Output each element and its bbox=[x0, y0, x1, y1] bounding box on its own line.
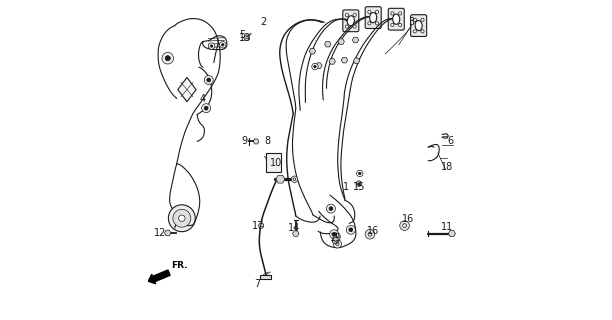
FancyBboxPatch shape bbox=[343, 10, 359, 32]
Circle shape bbox=[400, 221, 409, 230]
Circle shape bbox=[332, 237, 338, 244]
Polygon shape bbox=[316, 63, 322, 68]
Text: 1: 1 bbox=[343, 182, 349, 192]
Text: 18: 18 bbox=[441, 162, 453, 172]
Polygon shape bbox=[341, 57, 348, 63]
Circle shape bbox=[326, 204, 335, 213]
Circle shape bbox=[356, 181, 361, 187]
Circle shape bbox=[345, 25, 349, 28]
FancyBboxPatch shape bbox=[365, 7, 381, 28]
Circle shape bbox=[346, 225, 356, 234]
Text: 8: 8 bbox=[264, 136, 271, 147]
Text: 10: 10 bbox=[270, 158, 282, 168]
Circle shape bbox=[421, 30, 424, 33]
Polygon shape bbox=[293, 231, 299, 236]
Polygon shape bbox=[338, 39, 345, 44]
Circle shape bbox=[375, 10, 379, 13]
Circle shape bbox=[314, 65, 316, 68]
Circle shape bbox=[365, 229, 375, 239]
Polygon shape bbox=[276, 175, 285, 183]
Circle shape bbox=[173, 209, 191, 227]
Ellipse shape bbox=[370, 12, 377, 23]
Text: 16: 16 bbox=[402, 214, 414, 224]
Circle shape bbox=[291, 176, 297, 182]
Text: 6: 6 bbox=[447, 136, 453, 146]
Circle shape bbox=[168, 205, 195, 232]
Text: 19: 19 bbox=[330, 233, 342, 244]
Circle shape bbox=[391, 12, 394, 15]
Ellipse shape bbox=[393, 14, 400, 24]
Text: 16: 16 bbox=[367, 226, 379, 236]
Circle shape bbox=[209, 43, 215, 49]
Text: 11: 11 bbox=[441, 222, 453, 232]
Circle shape bbox=[359, 172, 361, 175]
Ellipse shape bbox=[347, 16, 354, 26]
Text: 5: 5 bbox=[239, 30, 246, 40]
Circle shape bbox=[179, 215, 185, 221]
Circle shape bbox=[220, 42, 226, 48]
Circle shape bbox=[330, 230, 338, 239]
Circle shape bbox=[357, 170, 363, 177]
FancyArrow shape bbox=[148, 270, 170, 284]
Circle shape bbox=[357, 181, 361, 185]
Circle shape bbox=[204, 76, 213, 84]
Text: 7: 7 bbox=[254, 279, 260, 289]
Text: 3: 3 bbox=[409, 17, 415, 28]
Text: 2: 2 bbox=[261, 17, 267, 27]
Circle shape bbox=[398, 12, 401, 15]
Circle shape bbox=[207, 78, 211, 82]
Text: 9: 9 bbox=[242, 136, 248, 147]
Polygon shape bbox=[253, 139, 259, 144]
Polygon shape bbox=[353, 58, 360, 64]
Polygon shape bbox=[260, 275, 272, 279]
Circle shape bbox=[312, 63, 318, 70]
Circle shape bbox=[349, 228, 353, 232]
Circle shape bbox=[375, 22, 379, 25]
Polygon shape bbox=[353, 37, 359, 43]
Polygon shape bbox=[329, 59, 335, 64]
Polygon shape bbox=[309, 48, 316, 54]
Ellipse shape bbox=[415, 20, 422, 31]
Text: 14: 14 bbox=[288, 223, 300, 233]
Circle shape bbox=[333, 240, 341, 248]
Circle shape bbox=[204, 106, 208, 110]
Circle shape bbox=[244, 35, 250, 41]
Circle shape bbox=[162, 52, 174, 64]
Circle shape bbox=[353, 13, 356, 17]
Circle shape bbox=[259, 223, 264, 228]
Text: 4: 4 bbox=[200, 94, 206, 104]
Circle shape bbox=[368, 10, 371, 13]
Circle shape bbox=[413, 18, 416, 21]
Circle shape bbox=[332, 232, 336, 236]
Circle shape bbox=[165, 56, 170, 61]
Circle shape bbox=[329, 207, 333, 211]
Circle shape bbox=[353, 25, 356, 28]
FancyBboxPatch shape bbox=[388, 8, 405, 30]
Polygon shape bbox=[165, 230, 171, 236]
Circle shape bbox=[358, 183, 360, 185]
Circle shape bbox=[368, 22, 371, 25]
Text: 12: 12 bbox=[154, 228, 166, 238]
Circle shape bbox=[421, 18, 424, 21]
Circle shape bbox=[398, 23, 401, 27]
Text: FR.: FR. bbox=[171, 261, 187, 270]
Circle shape bbox=[391, 23, 394, 27]
Circle shape bbox=[202, 104, 211, 113]
Polygon shape bbox=[449, 230, 455, 237]
Polygon shape bbox=[178, 77, 196, 102]
Circle shape bbox=[211, 45, 213, 47]
Text: 17: 17 bbox=[253, 220, 265, 231]
FancyBboxPatch shape bbox=[266, 153, 281, 172]
Circle shape bbox=[222, 44, 224, 46]
Circle shape bbox=[345, 13, 349, 17]
Circle shape bbox=[413, 30, 416, 33]
FancyBboxPatch shape bbox=[411, 15, 427, 36]
Text: 15: 15 bbox=[353, 182, 365, 192]
Polygon shape bbox=[324, 41, 331, 47]
Text: 13: 13 bbox=[239, 33, 252, 44]
